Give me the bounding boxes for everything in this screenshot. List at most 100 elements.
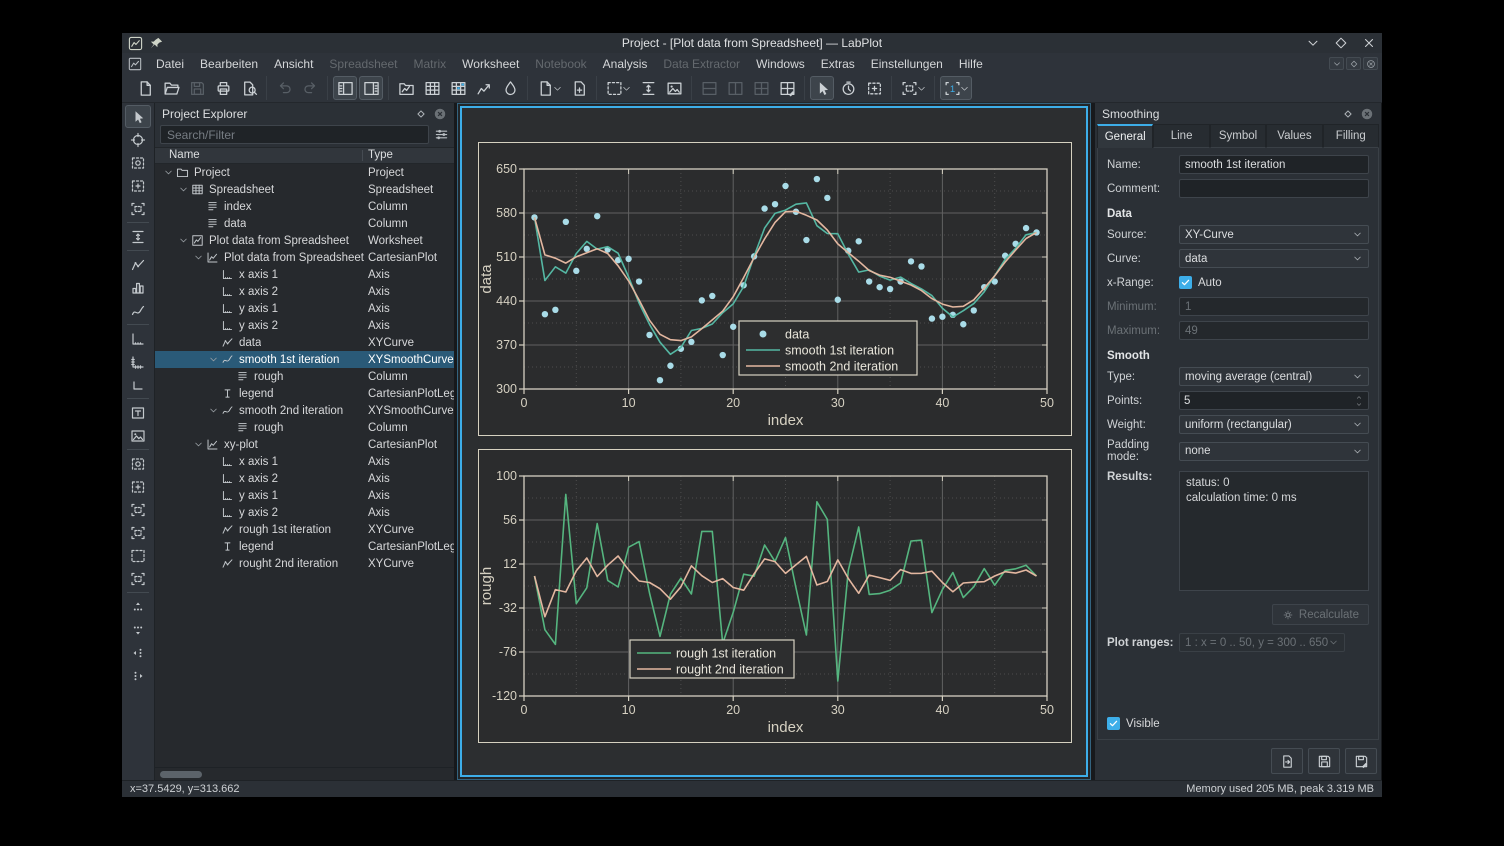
- toolbar-zoom-select-dropdown[interactable]: [602, 76, 634, 100]
- splitter[interactable]: [454, 103, 457, 780]
- toolbar-document-print[interactable]: [211, 76, 235, 100]
- tree-item-x-axis-1[interactable]: x axis 1 Axis: [155, 266, 454, 283]
- menu-worksheet[interactable]: Worksheet: [462, 56, 520, 71]
- toolbar-plot-range-1-dropdown[interactable]: 1: [940, 76, 972, 100]
- tree-item-data[interactable]: data XYCurve: [155, 334, 454, 351]
- menu-hilfe[interactable]: Hilfe: [958, 56, 983, 71]
- tree-item-plot-data-from-spreadsheet[interactable]: Plot data from Spreadsheet CartesianPlot: [155, 249, 454, 266]
- worksheet-tool-xy-curve[interactable]: [125, 253, 151, 276]
- worksheet-tool-select-region[interactable]: [125, 174, 151, 197]
- mdi-close-icon[interactable]: [1363, 57, 1378, 70]
- worksheet-tool-axis-ticks[interactable]: [125, 350, 151, 373]
- tab-line[interactable]: Line: [1153, 124, 1210, 148]
- worksheet-page[interactable]: 0 10 20 30 40 50 300 370 440 510 580 650 index data da…: [460, 106, 1088, 777]
- worksheet-tool-axis-small[interactable]: [125, 373, 151, 396]
- tab-filling[interactable]: Filling: [1322, 124, 1380, 148]
- tree-item-rough[interactable]: rough Column: [155, 368, 454, 385]
- padding-mode-select[interactable]: none: [1179, 441, 1369, 461]
- toolbar-cursor-arrow[interactable]: [810, 76, 834, 100]
- chart-svg-data[interactable]: 0 10 20 30 40 50300370440510580650indexdatada…: [478, 143, 1069, 433]
- toolbar-timer[interactable]: [836, 76, 860, 100]
- auto-checkbox[interactable]: [1179, 276, 1192, 289]
- tree-item-data[interactable]: data Column: [155, 215, 454, 232]
- toolbar-plot-range-dropdown[interactable]: [897, 76, 929, 100]
- tree-item-x-axis-2[interactable]: x axis 2 Axis: [155, 283, 454, 300]
- source-select[interactable]: XY-Curve: [1179, 225, 1369, 244]
- expander-chevron-icon[interactable]: [193, 252, 205, 264]
- expander-chevron-icon[interactable]: [178, 235, 190, 247]
- close-icon[interactable]: [1362, 36, 1376, 50]
- dock-close-icon[interactable]: [433, 107, 447, 121]
- comment-input[interactable]: [1179, 179, 1369, 198]
- scrollbar-thumb[interactable]: [160, 771, 202, 778]
- worksheet-tool-navigate-crosshair[interactable]: [125, 128, 151, 151]
- plot-frame-data[interactable]: 0 10 20 30 40 50 300 370 440 510 580 650 index data da…: [478, 142, 1072, 436]
- plot-legend[interactable]: rough 1st iteration rought 2nd iteration: [629, 639, 795, 679]
- worksheet-tool-export-image[interactable]: [125, 424, 151, 447]
- maximize-icon[interactable]: [1334, 36, 1348, 50]
- tree-item-legend[interactable]: legend CartesianPlotLegend: [155, 385, 454, 402]
- tree-item-x-axis-1[interactable]: x axis 1 Axis: [155, 453, 454, 470]
- toolbar-document-open[interactable]: [159, 76, 183, 100]
- spinbox-arrows[interactable]: [1354, 394, 1364, 408]
- tree-item-rough-1st-iteration[interactable]: rough 1st iteration XYCurve: [155, 521, 454, 538]
- tree-item-y-axis-1[interactable]: y axis 1 Axis: [155, 487, 454, 504]
- dock-float-icon[interactable]: [414, 107, 428, 121]
- expander-chevron-icon[interactable]: [193, 439, 205, 451]
- pin-icon[interactable]: [149, 36, 164, 51]
- tree-item-legend[interactable]: legend CartesianPlotLegend: [155, 538, 454, 555]
- tree-horizontal-scrollbar[interactable]: [155, 767, 454, 780]
- toolbar-panel-right[interactable]: [359, 76, 383, 100]
- toolbar-export-image[interactable]: [662, 76, 686, 100]
- tree-item-rough[interactable]: rough Column: [155, 419, 454, 436]
- tab-symbol[interactable]: Symbol: [1209, 124, 1267, 148]
- tree-column-header[interactable]: Name Type: [155, 147, 454, 164]
- search-input[interactable]: [160, 125, 429, 144]
- worksheet-tool-move-dots-down[interactable]: [125, 618, 151, 641]
- expander-chevron-icon[interactable]: [208, 405, 220, 417]
- type-select[interactable]: moving average (central): [1179, 367, 1369, 386]
- save-as-template-button[interactable]: [1345, 748, 1377, 774]
- tab-values[interactable]: Values: [1266, 124, 1323, 148]
- mdi-restore-icon[interactable]: [1346, 57, 1361, 70]
- expander-chevron-icon[interactable]: [178, 184, 190, 196]
- worksheet-tool-fit-selection[interactable]: [125, 225, 151, 248]
- minimize-icon[interactable]: [1306, 36, 1320, 50]
- toolbar-panel-left[interactable]: [333, 76, 357, 100]
- points-spinbox[interactable]: 5: [1179, 391, 1369, 410]
- menu-windows[interactable]: Windows: [756, 56, 805, 71]
- tree-item-y-axis-2[interactable]: y axis 2 Axis: [155, 504, 454, 521]
- dock-float-icon[interactable]: [1341, 107, 1355, 121]
- worksheet-tool-zoom-select[interactable]: [125, 544, 151, 567]
- column-header-name[interactable]: Name: [169, 149, 200, 161]
- menu-extras[interactable]: Extras: [820, 56, 855, 71]
- toolbar-fit-selection[interactable]: [636, 76, 660, 100]
- toolbar-new-workbook[interactable]: [394, 76, 418, 100]
- worksheet-tool-select-region[interactable]: [125, 475, 151, 498]
- tree-item-xy-plot[interactable]: xy-plot CartesianPlot: [155, 436, 454, 453]
- mdi-minimize-icon[interactable]: [1329, 57, 1344, 70]
- tree-item-x-axis-2[interactable]: x axis 2 Axis: [155, 470, 454, 487]
- filter-options-icon[interactable]: [434, 127, 449, 142]
- menu-bearbeiten[interactable]: Bearbeiten: [200, 56, 259, 71]
- worksheet-tool-histogram[interactable]: [125, 276, 151, 299]
- name-input[interactable]: [1179, 155, 1369, 174]
- menu-analysis[interactable]: Analysis: [602, 56, 648, 71]
- expander-chevron-icon[interactable]: [163, 167, 175, 179]
- plot-frame-rough[interactable]: 0 10 20 30 40 50 -120 -76 -32 12 56 100 index rough ro…: [478, 449, 1072, 743]
- toolbar-new-note[interactable]: [498, 76, 522, 100]
- tree-item-plot-data-from-spreadsheet[interactable]: Plot data from Spreadsheet Worksheet: [155, 232, 454, 249]
- weight-select[interactable]: uniform (rectangular): [1179, 415, 1369, 434]
- visible-checkbox[interactable]: [1107, 717, 1120, 730]
- tree-item-rought-2nd-iteration[interactable]: rought 2nd iteration XYCurve: [155, 555, 454, 572]
- tree-item-y-axis-1[interactable]: y axis 1 Axis: [155, 300, 454, 317]
- worksheet-tool-cursor-arrow[interactable]: [125, 105, 151, 128]
- tree-item-y-axis-2[interactable]: y axis 2 Axis: [155, 317, 454, 334]
- worksheet-tool-move-dots-up[interactable]: [125, 595, 151, 618]
- worksheet-tool-smooth-curve[interactable]: [125, 299, 151, 322]
- worksheet-tool-plot-range[interactable]: [125, 498, 151, 521]
- toolbar-select-region[interactable]: [862, 76, 886, 100]
- toolbar-cas-doc[interactable]: [567, 76, 591, 100]
- worksheet-tool-zoom-box[interactable]: [125, 452, 151, 475]
- toolbar-print-preview[interactable]: [237, 76, 261, 100]
